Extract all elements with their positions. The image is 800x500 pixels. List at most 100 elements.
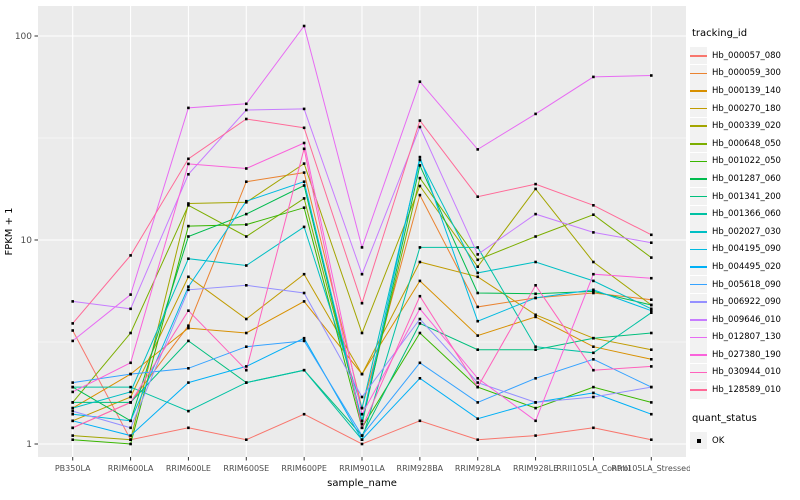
quant-status-label: OK <box>712 435 725 446</box>
data-point <box>302 225 306 229</box>
data-point <box>592 290 595 293</box>
data-point <box>650 385 653 389</box>
data-point <box>302 206 306 209</box>
data-point <box>650 348 653 351</box>
data-point <box>476 148 479 151</box>
legend-key-icon <box>690 205 707 223</box>
data-point <box>302 126 306 130</box>
data-point <box>418 279 422 283</box>
data-point <box>71 300 74 303</box>
data-point <box>476 271 479 275</box>
legend-key-icon <box>690 311 707 329</box>
legend-items: Hb_000057_080 Hb_000059_300 Hb_000139_140 H… <box>690 47 800 399</box>
data-point <box>129 419 132 423</box>
data-point <box>476 305 479 309</box>
data-point <box>360 406 364 410</box>
x-axis-title: sample_name <box>327 478 397 489</box>
x-tick-label: PB350LA <box>55 464 91 473</box>
data-point <box>71 438 74 441</box>
data-point <box>418 193 422 197</box>
data-point <box>187 426 190 430</box>
legend-item-label: Hb_027380_190 <box>712 349 781 360</box>
data-point <box>245 331 248 335</box>
data-point <box>360 395 364 399</box>
legend-item-label: Hb_000059_300 <box>712 68 781 79</box>
data-point <box>71 406 74 410</box>
data-point <box>302 147 306 151</box>
legend-key-icon <box>690 381 707 399</box>
data-point <box>592 204 595 207</box>
data-point <box>650 358 653 361</box>
data-point <box>476 265 479 268</box>
data-point <box>129 426 132 430</box>
data-point <box>650 401 653 404</box>
data-point <box>534 401 537 404</box>
data-point <box>534 348 537 351</box>
data-point <box>418 176 422 180</box>
data-point <box>129 361 132 365</box>
data-point <box>245 235 248 238</box>
data-point <box>187 381 190 384</box>
data-point <box>534 296 537 300</box>
data-point <box>418 307 422 311</box>
data-point <box>187 285 190 288</box>
data-point <box>418 260 422 264</box>
legend-key-icon <box>690 346 707 364</box>
x-tick-label: RRIM600LE <box>166 464 211 473</box>
data-point <box>129 254 132 257</box>
data-point <box>245 317 248 321</box>
data-point <box>245 381 248 384</box>
legend-item-label: Hb_000270_180 <box>712 103 781 114</box>
data-point <box>534 406 537 410</box>
data-point <box>302 180 306 183</box>
data-point <box>302 300 306 303</box>
legend-item-quant-ok: OK <box>690 432 800 450</box>
legend-item-label: Hb_009646_010 <box>712 314 781 325</box>
legend-item-label: Hb_001287_060 <box>712 173 781 184</box>
data-point <box>418 125 422 129</box>
data-point <box>476 381 479 384</box>
data-point <box>245 438 248 441</box>
legend-item-label: Hb_005618_090 <box>712 279 781 290</box>
data-point <box>129 442 132 446</box>
data-point <box>592 272 595 276</box>
data-point <box>245 368 248 372</box>
data-point <box>302 291 306 295</box>
data-point <box>71 385 74 389</box>
data-point <box>302 184 306 187</box>
legend-item-Hb_009646_010: Hb_009646_010 <box>690 311 800 329</box>
data-point <box>592 260 595 264</box>
data-point <box>476 258 479 262</box>
x-tick-label: RRIM901LA <box>339 464 385 473</box>
data-point <box>650 276 653 280</box>
data-point <box>592 213 595 216</box>
data-point <box>71 426 74 430</box>
data-point <box>534 212 537 216</box>
data-point <box>418 119 422 122</box>
legend-item-Hb_000339_020: Hb_000339_020 <box>690 117 800 135</box>
data-point <box>129 372 132 376</box>
legend-item-label: Hb_001022_050 <box>712 156 781 167</box>
data-point <box>650 256 653 259</box>
data-point <box>418 184 422 188</box>
data-point <box>418 164 422 167</box>
data-point <box>245 223 248 226</box>
data-point <box>592 75 595 79</box>
legend-item-Hb_004495_020: Hb_004495_020 <box>690 258 800 276</box>
legend-item-Hb_030944_010: Hb_030944_010 <box>690 363 800 382</box>
legend-item-Hb_000270_180: Hb_000270_180 <box>690 100 800 118</box>
data-point <box>360 442 364 446</box>
legend-item-Hb_000057_080: Hb_000057_080 <box>690 47 800 65</box>
data-point <box>187 157 190 161</box>
data-point <box>187 173 190 176</box>
data-point <box>360 246 364 249</box>
legend-key-icon <box>690 135 707 153</box>
legend-item-label: Hb_001341_200 <box>712 191 781 202</box>
data-point <box>302 107 306 111</box>
legend-item-Hb_005618_090: Hb_005618_090 <box>690 276 800 294</box>
legend-item-Hb_012807_130: Hb_012807_130 <box>690 328 800 347</box>
legend-key-icon <box>690 117 707 135</box>
data-point <box>534 292 537 296</box>
data-point <box>360 372 364 376</box>
